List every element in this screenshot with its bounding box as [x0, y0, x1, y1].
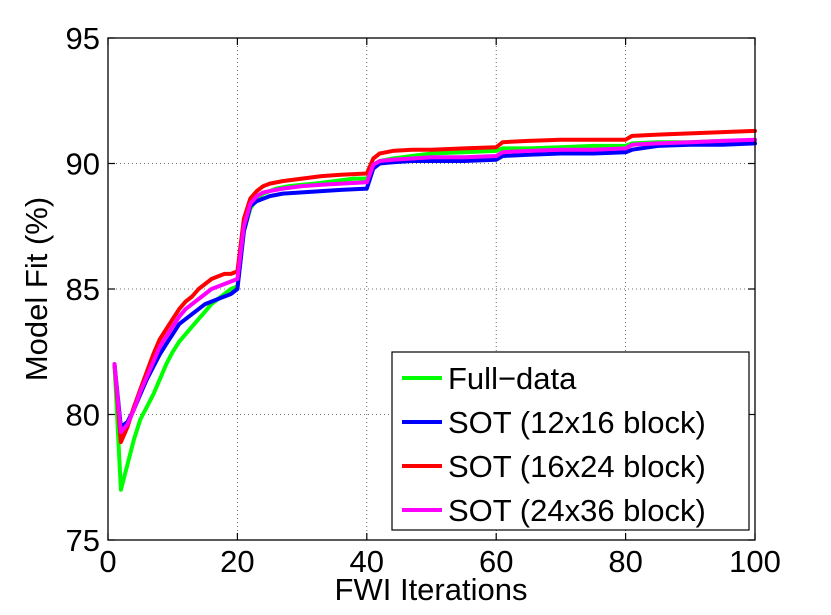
series-line-2	[112, 141, 757, 430]
y-tick-label: 80	[66, 398, 100, 433]
legend-box	[391, 351, 750, 531]
series-lines	[112, 128, 757, 492]
x-axis-label: FWI Iterations	[335, 572, 528, 607]
legend-label: SOT (12x16 block)	[448, 405, 706, 440]
x-tick-label: 0	[99, 544, 116, 579]
axis-ticks	[107, 37, 756, 541]
y-tick-label: 90	[66, 147, 100, 182]
y-tick-label: 75	[66, 523, 100, 558]
y-axis-label: Model Fit (%)	[19, 197, 54, 381]
legend-label: SOT (24x36 block)	[448, 493, 706, 528]
x-tick-label: 60	[479, 544, 513, 579]
x-tick-label: 20	[220, 544, 254, 579]
y-tick-label: 95	[66, 21, 100, 56]
series-line-4	[112, 137, 757, 435]
legend-label: Full−data	[448, 361, 577, 396]
x-tick-label: 80	[608, 544, 642, 579]
x-tick-label: 100	[729, 544, 781, 579]
tick-labels: 0 20 40 60 80 100 75 80 85 90 95	[66, 21, 781, 579]
series-line-3	[112, 128, 757, 445]
y-tick-label: 85	[66, 272, 100, 307]
legend: Full−data SOT (12x16 block) SOT (16x24 blo…	[391, 351, 750, 531]
x-tick-label: 40	[350, 544, 384, 579]
legend-label: SOT (16x24 block)	[448, 449, 706, 484]
